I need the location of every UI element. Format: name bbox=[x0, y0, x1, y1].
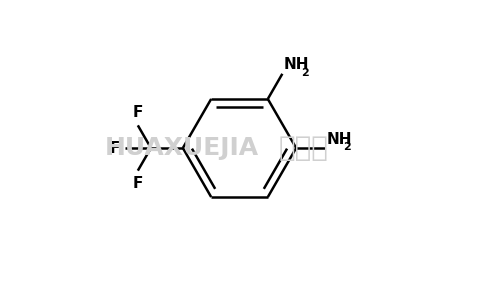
Text: F: F bbox=[133, 176, 143, 192]
Text: NH: NH bbox=[284, 57, 309, 72]
Text: F: F bbox=[133, 104, 143, 120]
Text: HUAXUEJIA: HUAXUEJIA bbox=[104, 136, 259, 160]
Text: 2: 2 bbox=[343, 142, 351, 152]
Text: 2: 2 bbox=[301, 67, 308, 78]
Text: F: F bbox=[109, 141, 120, 155]
Text: 化学加: 化学加 bbox=[278, 134, 328, 162]
Text: NH: NH bbox=[327, 131, 352, 147]
